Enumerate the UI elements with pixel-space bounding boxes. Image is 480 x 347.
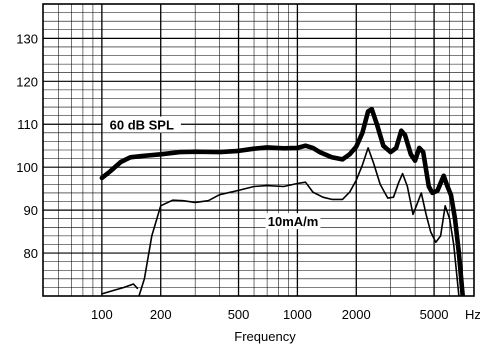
y-tick-label: 100 — [16, 160, 38, 175]
x-unit-label: Hz — [465, 307, 480, 322]
series-label-bg — [265, 213, 321, 230]
x-tick-label: 500 — [228, 307, 250, 322]
x-tick-label: 100 — [91, 307, 113, 322]
y-tick-label: 130 — [16, 31, 38, 46]
series-layer — [99, 106, 465, 296]
series-label-bg — [102, 116, 181, 133]
x-tick-labels: 100 200 500 1000 2000 5000 — [91, 307, 449, 322]
x-axis-label: Frequency — [234, 329, 296, 344]
x-tick-label: 200 — [150, 307, 172, 322]
major-grid — [43, 4, 474, 296]
series-line-10ma-m — [138, 147, 460, 296]
series-line-low-fragment — [101, 283, 139, 295]
y-tick-label: 110 — [17, 117, 38, 132]
series-label: 60 dB SPL — [110, 118, 174, 133]
y-tick-label: 90 — [24, 203, 38, 218]
x-tick-label: 1000 — [283, 307, 312, 322]
series-label: 10mA/m — [268, 214, 319, 229]
y-tick-label: 120 — [16, 74, 38, 89]
minor-grid — [43, 4, 474, 296]
plot-frame — [42, 3, 475, 297]
y-tick-labels: 80 90 100 110 120 130 — [16, 31, 38, 261]
series-line-60db-spl — [99, 106, 465, 296]
y-tick-label: 80 — [24, 246, 38, 261]
x-tick-label: 2000 — [342, 307, 371, 322]
x-tick-label: 5000 — [420, 307, 449, 322]
series-labels: 60 dB SPL 10mA/m — [102, 116, 321, 230]
